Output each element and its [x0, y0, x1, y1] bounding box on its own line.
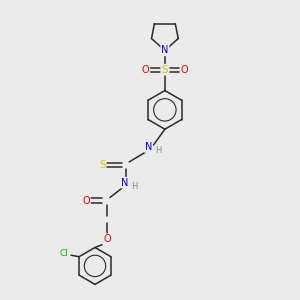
- Text: N: N: [121, 178, 128, 188]
- Text: N: N: [145, 142, 152, 152]
- Text: Cl: Cl: [59, 249, 68, 258]
- Text: O: O: [103, 234, 111, 244]
- Text: S: S: [99, 160, 106, 170]
- Text: N: N: [161, 45, 169, 56]
- Text: O: O: [142, 65, 149, 75]
- Text: O: O: [82, 196, 90, 206]
- Text: O: O: [180, 65, 188, 75]
- Text: H: H: [155, 146, 161, 155]
- Text: H: H: [131, 182, 138, 191]
- Text: S: S: [161, 65, 168, 75]
